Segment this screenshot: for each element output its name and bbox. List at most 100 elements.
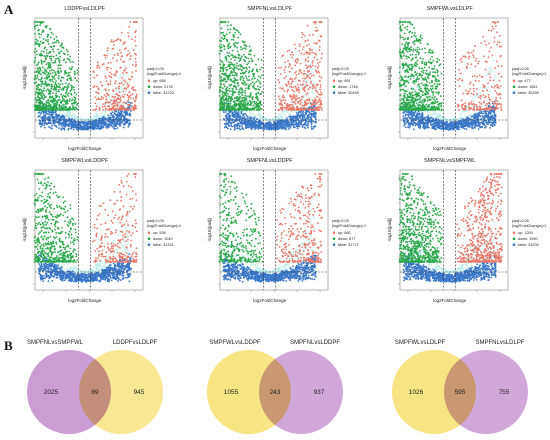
point-down bbox=[228, 95, 231, 98]
point-down bbox=[69, 55, 72, 58]
point-down bbox=[60, 100, 63, 103]
point-halo bbox=[474, 96, 477, 99]
point-nosig bbox=[45, 112, 47, 115]
point-down bbox=[42, 21, 45, 23]
point-down bbox=[51, 96, 54, 99]
point-up bbox=[127, 32, 129, 34]
point-nosig bbox=[38, 114, 41, 117]
point-nosig bbox=[233, 128, 236, 131]
point-up bbox=[288, 83, 290, 85]
point-down bbox=[52, 55, 55, 58]
point-up bbox=[312, 33, 315, 36]
point-down bbox=[226, 51, 229, 54]
point-up bbox=[134, 44, 137, 47]
point-up bbox=[317, 65, 320, 68]
point-down bbox=[39, 24, 42, 27]
point-nosig bbox=[46, 112, 49, 115]
point-up bbox=[315, 99, 318, 102]
point-nosig bbox=[291, 116, 294, 118]
point-down bbox=[39, 43, 41, 46]
point-down bbox=[225, 59, 228, 62]
point-down bbox=[230, 54, 233, 56]
point-down bbox=[36, 63, 39, 66]
point-nosig bbox=[57, 116, 59, 119]
point-up bbox=[119, 99, 122, 102]
point-nosig bbox=[236, 117, 239, 120]
point-down bbox=[219, 76, 222, 79]
point-up bbox=[293, 101, 296, 104]
point-up bbox=[295, 94, 298, 97]
point-nosig bbox=[80, 124, 82, 127]
point-down bbox=[230, 58, 233, 61]
point-down bbox=[68, 82, 71, 85]
point-up bbox=[310, 75, 313, 77]
point-down bbox=[53, 45, 56, 48]
point-nosig bbox=[100, 121, 103, 124]
point-up bbox=[307, 108, 310, 111]
point-nosig bbox=[296, 115, 299, 118]
point-down bbox=[243, 67, 246, 69]
point-up bbox=[294, 64, 297, 67]
point-down bbox=[40, 59, 43, 62]
point-down bbox=[40, 50, 43, 53]
point-up bbox=[303, 53, 305, 56]
point-down bbox=[235, 73, 238, 76]
point-nosig bbox=[313, 120, 316, 123]
point-halo bbox=[119, 75, 122, 78]
point-nosig bbox=[243, 116, 246, 118]
point-up bbox=[98, 106, 101, 109]
point-nosig bbox=[114, 127, 117, 130]
point-down bbox=[232, 68, 234, 70]
point-down bbox=[59, 108, 61, 110]
point-down bbox=[222, 63, 225, 65]
point-down bbox=[259, 92, 262, 95]
point-down bbox=[66, 102, 69, 105]
point-down bbox=[221, 21, 224, 23]
point-down bbox=[57, 71, 60, 74]
point-down bbox=[55, 90, 58, 93]
point-down bbox=[55, 80, 58, 82]
point-up bbox=[120, 108, 123, 111]
point-down bbox=[246, 63, 249, 66]
point-up bbox=[129, 55, 132, 57]
point-down bbox=[218, 95, 221, 97]
point-up bbox=[320, 91, 322, 94]
point-down bbox=[47, 62, 49, 64]
point-down bbox=[243, 99, 245, 102]
point-down bbox=[252, 68, 254, 70]
point-up bbox=[307, 56, 310, 59]
point-down bbox=[230, 83, 233, 86]
point-down bbox=[55, 95, 58, 98]
point-down bbox=[58, 104, 61, 106]
point-down bbox=[38, 71, 41, 73]
point-up bbox=[295, 70, 297, 73]
point-nosig bbox=[72, 128, 75, 131]
point-down bbox=[76, 72, 79, 75]
point-down bbox=[54, 61, 57, 64]
point-down bbox=[54, 104, 56, 107]
point-down bbox=[239, 105, 242, 108]
point-nosig bbox=[127, 125, 130, 128]
point-down bbox=[55, 92, 57, 95]
point-down bbox=[230, 98, 233, 101]
point-down bbox=[240, 69, 243, 72]
point-up bbox=[134, 65, 137, 68]
point-down bbox=[55, 100, 58, 102]
point-down bbox=[38, 91, 41, 94]
point-nosig bbox=[63, 125, 66, 127]
point-nosig bbox=[66, 124, 69, 127]
point-up bbox=[299, 84, 302, 87]
point-nosig bbox=[307, 122, 309, 125]
point-up bbox=[107, 62, 110, 64]
point-down bbox=[44, 103, 47, 106]
point-nosig bbox=[288, 123, 290, 126]
point-nosig bbox=[80, 121, 83, 124]
legend-label-down: down: 2178 bbox=[153, 85, 173, 89]
panel-label-a: A bbox=[4, 2, 14, 17]
point-nosig bbox=[112, 114, 114, 117]
point-down bbox=[48, 75, 51, 78]
point-up bbox=[298, 43, 301, 46]
point-up bbox=[289, 78, 292, 81]
point-down bbox=[228, 106, 230, 109]
